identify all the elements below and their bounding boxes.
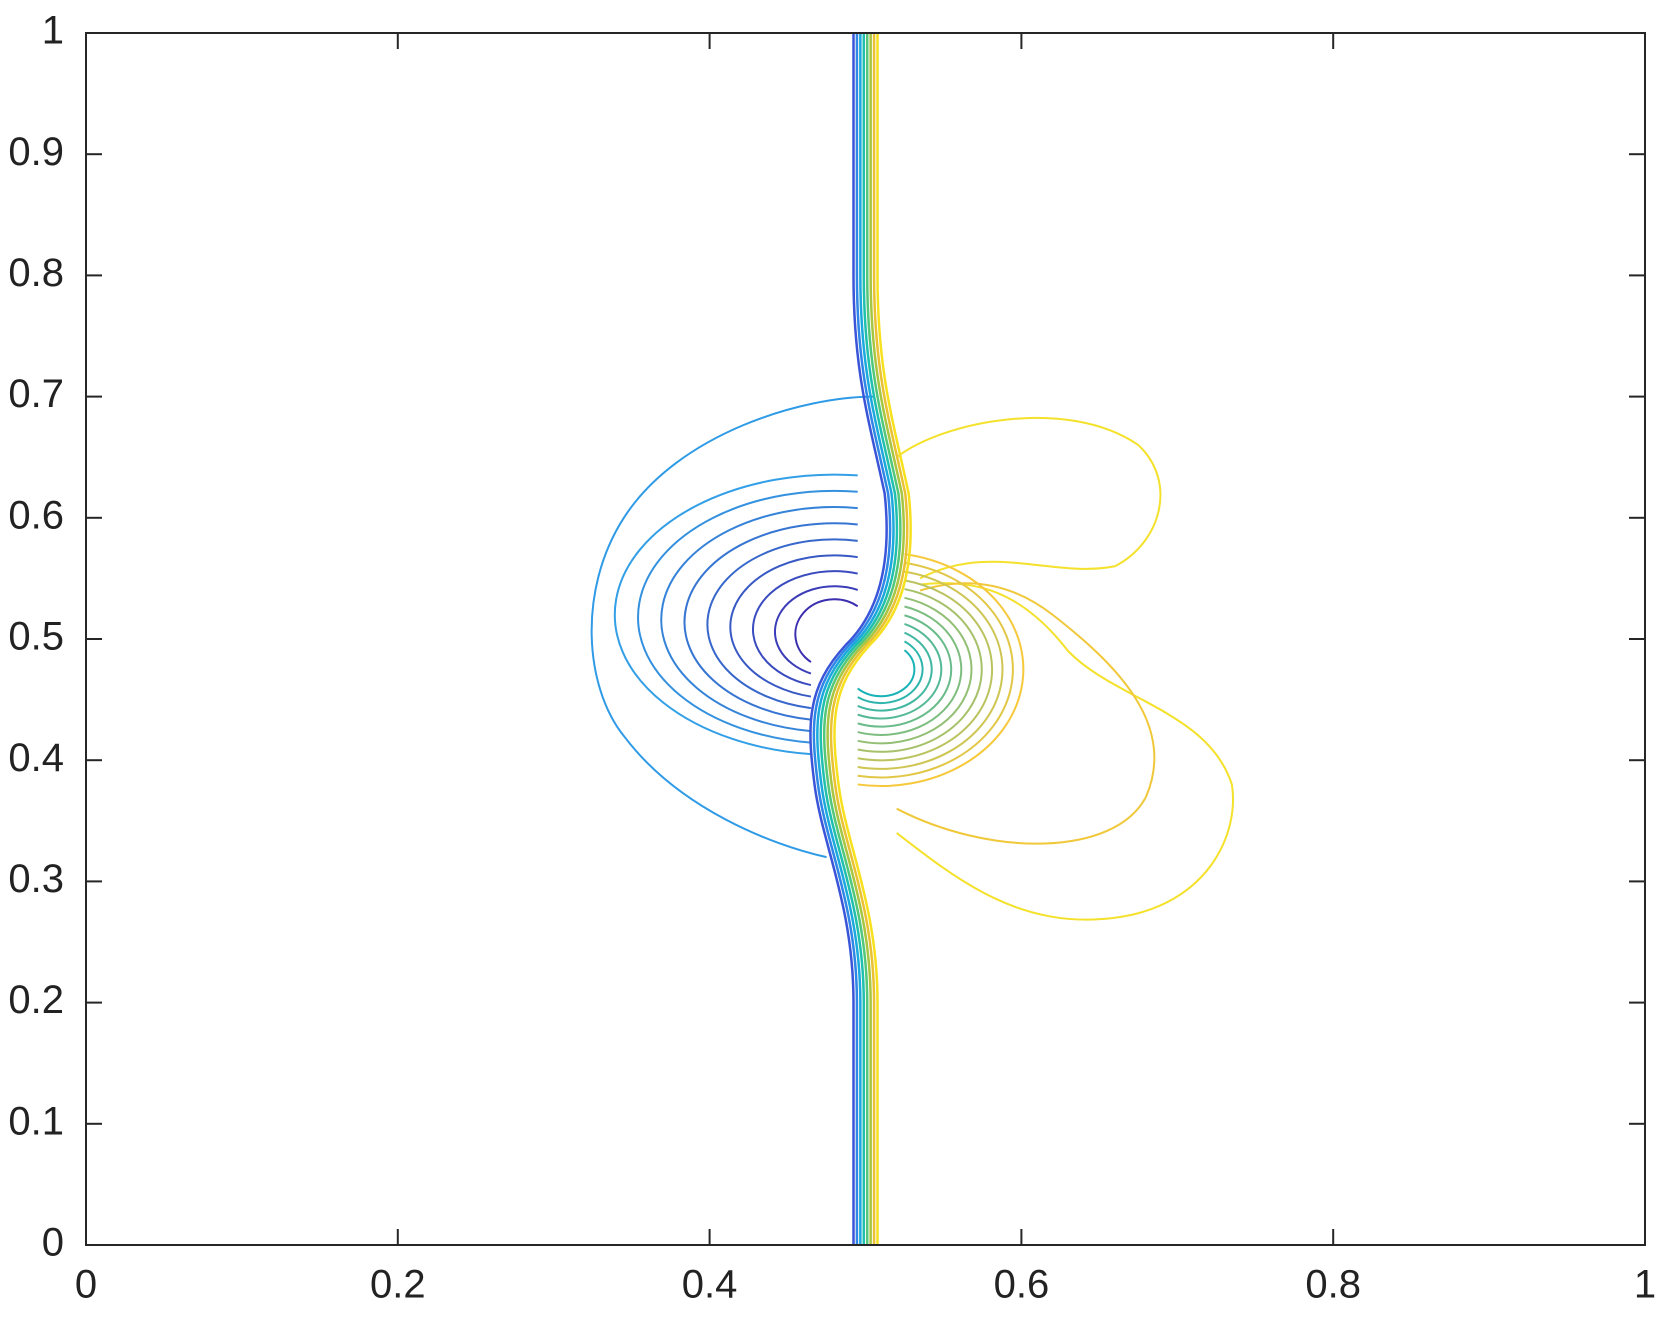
contour-line [817, 33, 893, 1245]
x-tick-label: 0.4 [682, 1263, 738, 1307]
y-tick-label: 0.1 [8, 1099, 64, 1143]
contour-line [661, 507, 857, 731]
contour-line [858, 580, 992, 760]
contour-line [730, 555, 857, 696]
contour-line [858, 554, 1024, 786]
contour-line [775, 586, 858, 673]
y-tick-label: 0.4 [8, 736, 64, 780]
contour-line [858, 563, 1013, 778]
contour-line [638, 491, 858, 743]
y-tick-label: 0.5 [8, 615, 64, 659]
contour-line [814, 33, 890, 1245]
contour-line [897, 583, 1155, 843]
contour-line [858, 641, 923, 703]
contour-line [858, 624, 942, 719]
y-tick-label: 0 [42, 1221, 64, 1265]
contour-line [834, 33, 910, 1245]
contour-line [821, 33, 897, 1245]
contour-line [858, 607, 962, 735]
contour-line [858, 633, 932, 711]
contour-line [810, 33, 886, 1245]
contour-line [897, 583, 1233, 920]
contour-line [795, 599, 857, 662]
contour-field [592, 33, 1233, 1245]
x-tick-label: 0.2 [370, 1263, 426, 1307]
y-tick-label: 0.6 [8, 493, 64, 537]
y-tick-label: 1 [42, 9, 64, 53]
y-tick-label: 0.3 [8, 857, 64, 901]
contour-line [684, 523, 857, 719]
contour-line [753, 571, 858, 685]
x-tick-label: 0.8 [1305, 1263, 1361, 1307]
contour-line [592, 397, 874, 858]
x-tick-label: 1 [1634, 1263, 1656, 1307]
y-tick-label: 0.7 [8, 372, 64, 416]
contour-line [858, 572, 1003, 769]
y-tick-label: 0.2 [8, 978, 64, 1022]
contour-line [897, 418, 1161, 578]
contour-line [858, 598, 972, 744]
contour-line [831, 33, 907, 1245]
x-tick-label: 0 [75, 1263, 97, 1307]
y-tick-label: 0.8 [8, 251, 64, 295]
contour-line [615, 475, 858, 755]
contour-line [828, 33, 904, 1245]
contour-line [858, 589, 982, 752]
contour-line [858, 615, 952, 726]
contour-line [824, 33, 900, 1245]
contour-line [707, 539, 857, 708]
y-tick-label: 0.9 [8, 130, 64, 174]
x-tick-label: 0.6 [994, 1263, 1050, 1307]
contour-line [858, 650, 915, 696]
